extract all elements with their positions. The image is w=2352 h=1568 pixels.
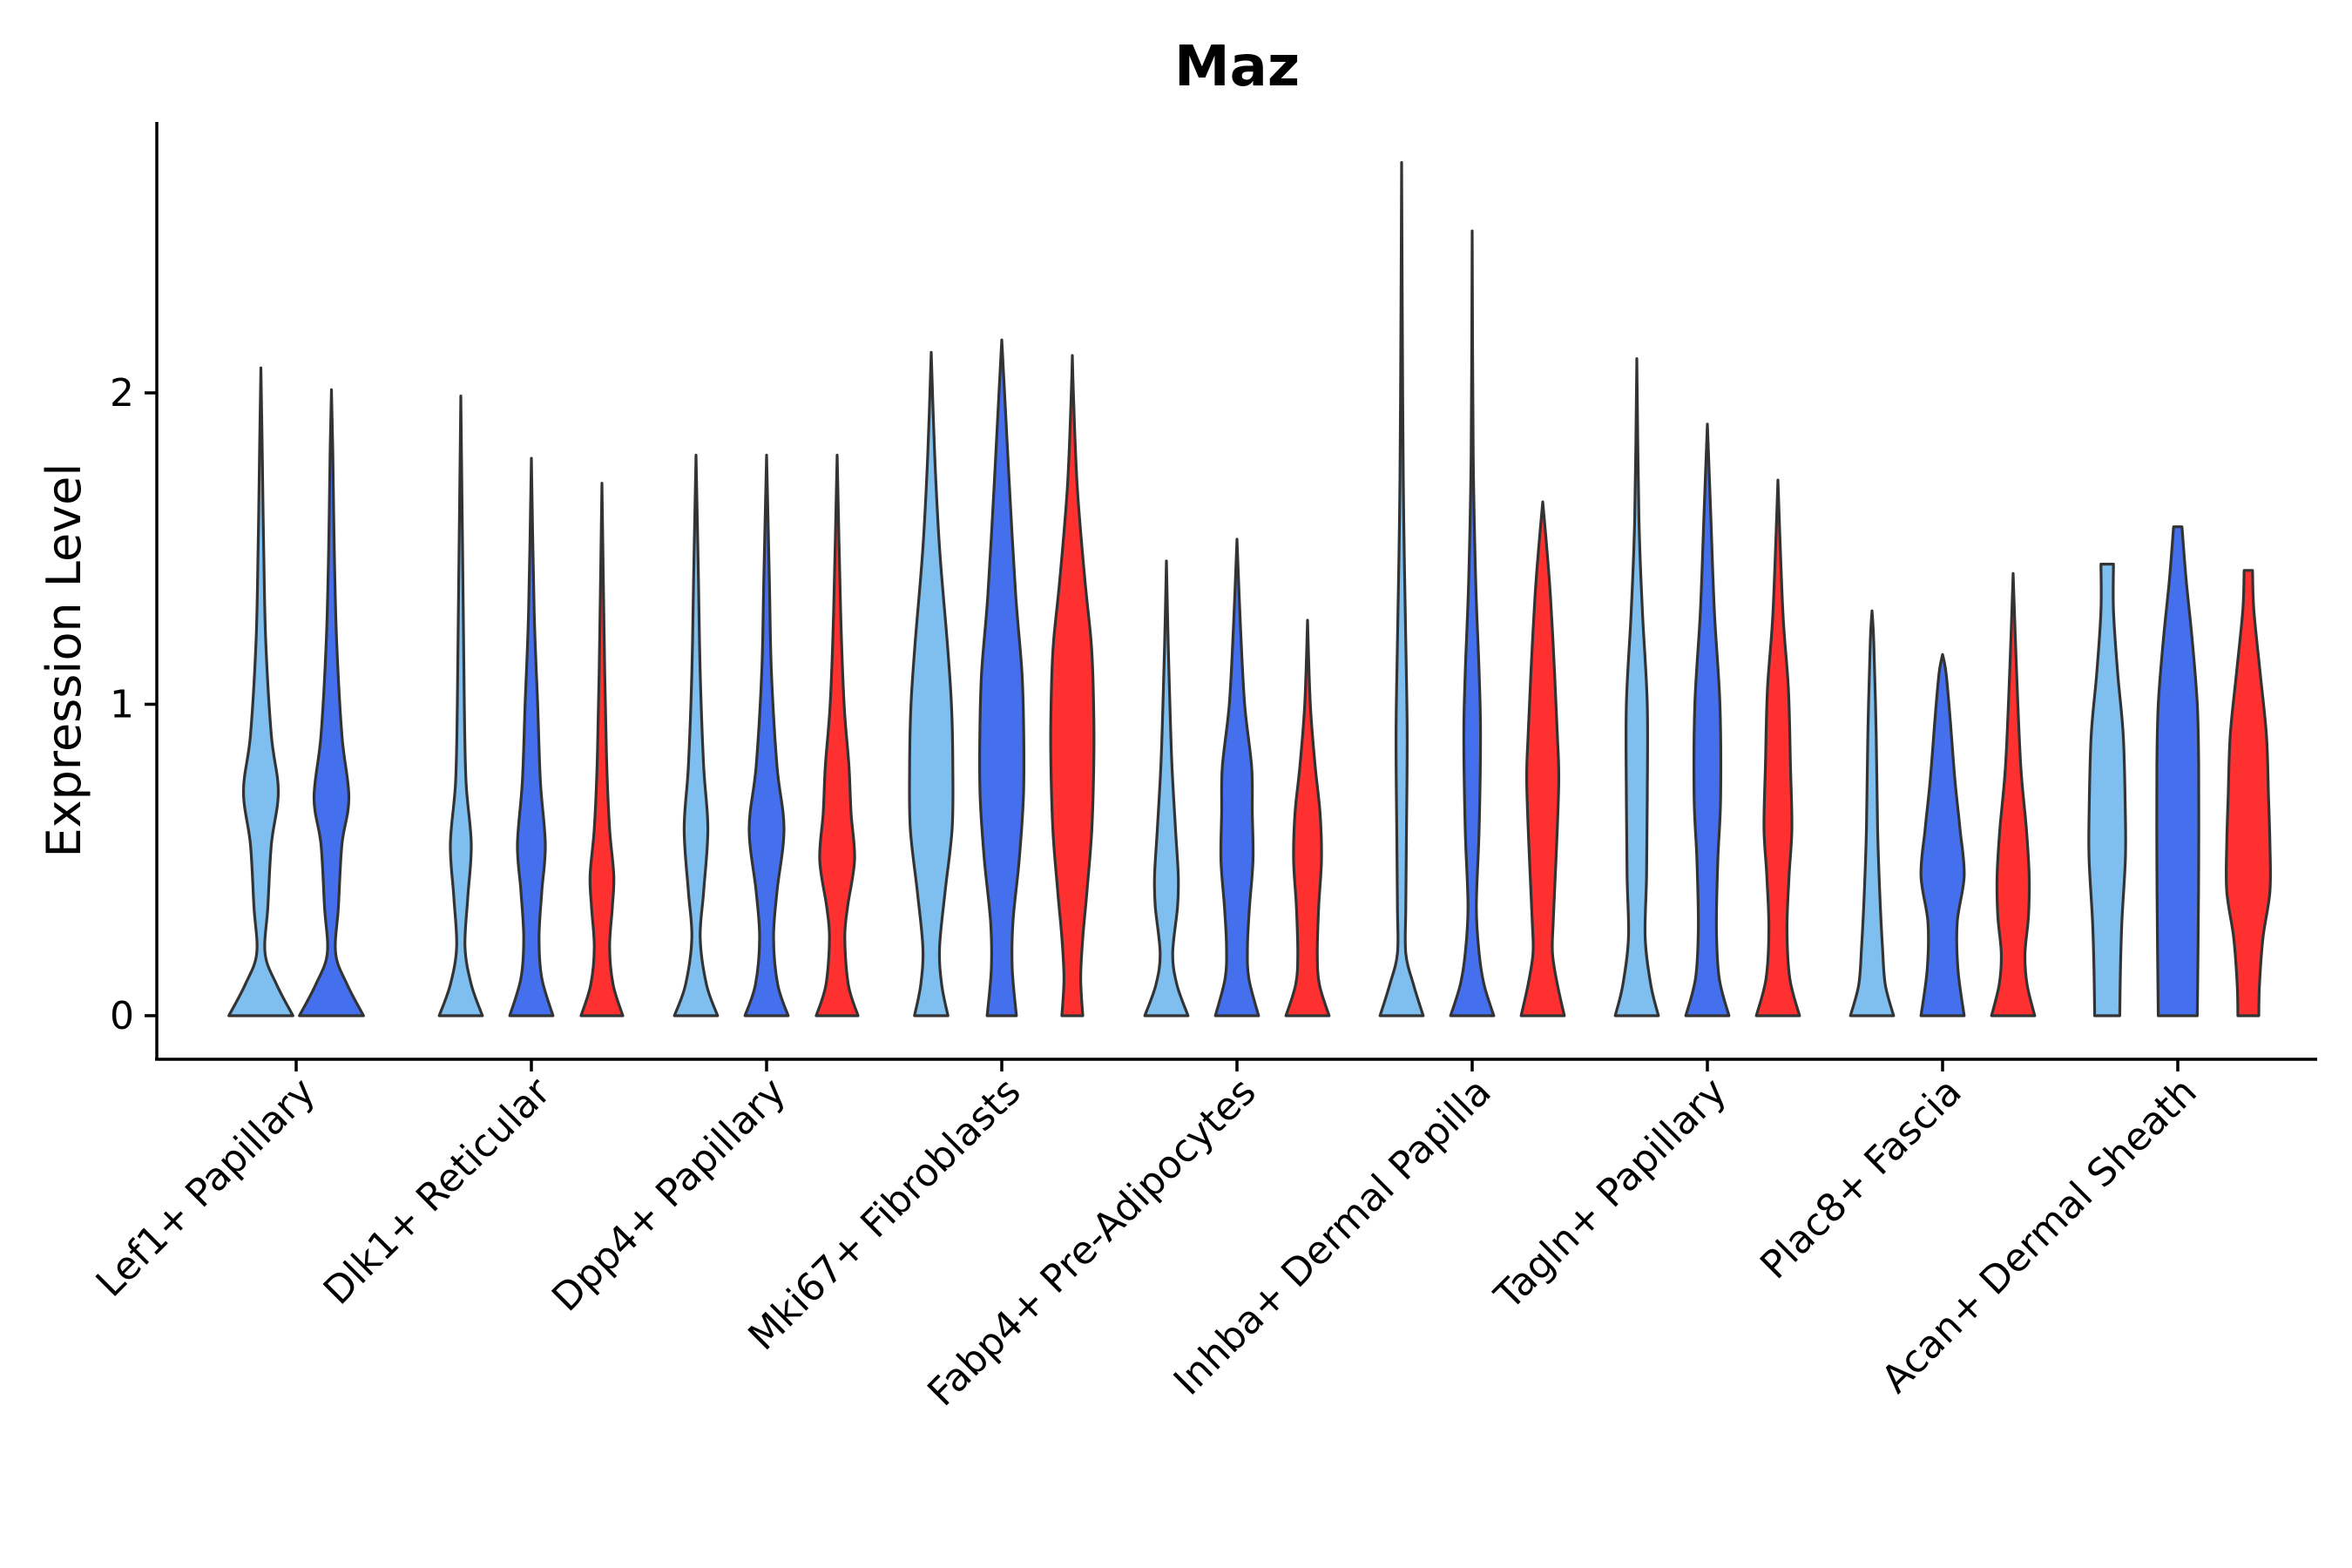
violin-dpp4-papillary-series-1 (672, 453, 720, 1017)
violin-dlk1-reticular-series-2 (508, 456, 555, 1017)
violin-plac8-fascia-series-3 (1990, 571, 2037, 1017)
violin-acan-dermal-sheath-series-2 (2155, 525, 2200, 1017)
violin-tagln-papillary-series-1 (1613, 357, 1660, 1017)
violin-group (227, 160, 2273, 1017)
y-tick-label: 2 (110, 371, 134, 416)
violin-plac8-fascia-series-2 (1919, 652, 1966, 1017)
violin-fabp4-pre-adipocytes-series-1 (1143, 559, 1190, 1017)
violin-mki67-fibroblasts-series-1 (908, 350, 955, 1017)
violin-mki67-fibroblasts-series-2 (977, 338, 1026, 1017)
x-tick-label: Dlk1+ Reticular (315, 1069, 560, 1314)
violin-dpp4-papillary-series-2 (743, 453, 790, 1017)
x-tick-label: Lef1+ Papillary (88, 1070, 324, 1306)
violin-acan-dermal-sheath-series-1 (2087, 563, 2127, 1017)
violin-tagln-papillary-series-3 (1754, 478, 1801, 1017)
violin-fabp4-pre-adipocytes-series-2 (1213, 537, 1260, 1017)
violin-mki67-fibroblasts-series-3 (1049, 354, 1096, 1017)
violin-acan-dermal-sheath-series-3 (2224, 569, 2273, 1017)
violin-inhba-dermal-papilla-series-3 (1519, 500, 1566, 1017)
violin-dlk1-reticular-series-1 (437, 395, 484, 1017)
y-tick-label: 0 (110, 994, 134, 1038)
violin-tagln-papillary-series-2 (1684, 422, 1731, 1017)
violin-lef1-papillary-series-2 (298, 388, 365, 1017)
x-tick-label: Plac8+ Fascia (1752, 1070, 1970, 1288)
violin-fabp4-pre-adipocytes-series-3 (1284, 618, 1331, 1017)
x-tick-label: Dpp4+ Papillary (544, 1070, 794, 1321)
violin-inhba-dermal-papilla-series-1 (1378, 160, 1425, 1017)
violin-lef1-papillary-series-1 (227, 366, 294, 1017)
y-ticks: 0 1 2 (110, 371, 157, 1038)
chart-title: Maz (1174, 35, 1300, 99)
y-tick-label: 1 (110, 682, 134, 727)
violin-plac8-fascia-series-1 (1848, 609, 1896, 1017)
violin-dlk1-reticular-series-3 (579, 482, 625, 1017)
x-tick-label: Tagln+ Papillary (1486, 1070, 1735, 1319)
violin-inhba-dermal-papilla-series-2 (1449, 229, 1496, 1017)
y-axis-label: Expression Level (37, 463, 91, 858)
violin-dpp4-papillary-series-3 (814, 453, 860, 1017)
